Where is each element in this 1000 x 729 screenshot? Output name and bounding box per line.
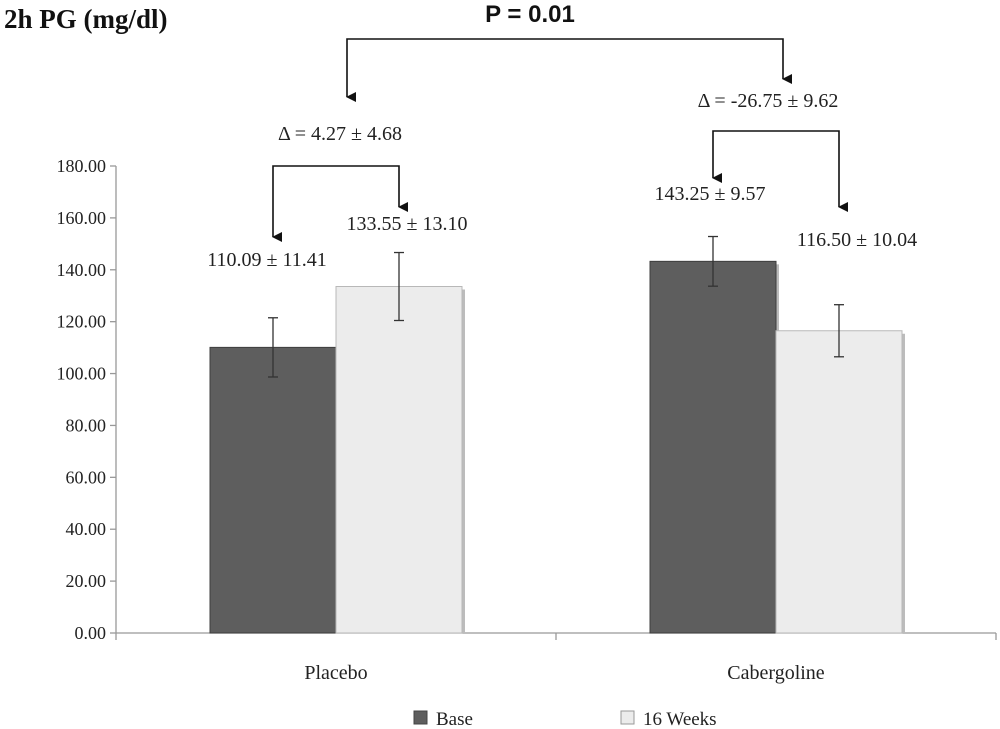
y-tick-label: 0.00 [75,623,107,643]
chart-title: 2h PG (mg/dl) [4,4,168,34]
cabergoline-bracket [712,130,848,212]
placebo-16w-label: 133.55 ± 13.10 [347,213,468,235]
y-tick-label: 160.00 [57,208,107,228]
y-tick-label: 100.00 [57,364,107,384]
bar-base [209,346,337,634]
y-tick-label: 120.00 [57,312,107,332]
legend-swatch-base [413,710,428,725]
error-bars [268,235,844,378]
p-value-label: P = 0.01 [485,1,575,28]
y-tick-label: 20.00 [66,571,107,591]
placebo-delta-label: Δ = 4.27 ± 4.68 [278,123,402,145]
y-tick-label: 80.00 [66,415,107,435]
bars [209,260,905,634]
legend: Base 16 Weeks [413,709,717,729]
p-value-bracket [346,38,792,102]
x-tick-label: Placebo [304,662,367,684]
bar-base [649,260,777,634]
cabergoline-16w-label: 116.50 ± 10.04 [797,229,917,251]
comparison-brackets [272,38,848,242]
placebo-bracket [272,165,408,242]
legend-swatch-16-weeks [620,710,635,725]
legend-label-base: Base [436,709,473,729]
bar-16-weeks [775,330,903,634]
placebo-base-label: 110.09 ± 11.41 [207,249,327,271]
y-tick-label: 60.00 [66,467,107,487]
bar-16-weeks [335,286,463,634]
cabergoline-base-label: 143.25 ± 9.57 [655,183,766,205]
y-tick-label: 140.00 [57,260,107,280]
axes: 0.00 20.00 40.00 60.00 80.00 100.00 120.00 140.… [57,156,997,684]
y-tick-label: 40.00 [66,519,107,539]
cabergoline-delta-label: Δ = -26.75 ± 9.62 [698,90,839,112]
legend-label-16-weeks: 16 Weeks [643,709,717,729]
y-tick-label: 180.00 [57,156,107,176]
x-tick-label: Cabergoline [727,662,825,684]
